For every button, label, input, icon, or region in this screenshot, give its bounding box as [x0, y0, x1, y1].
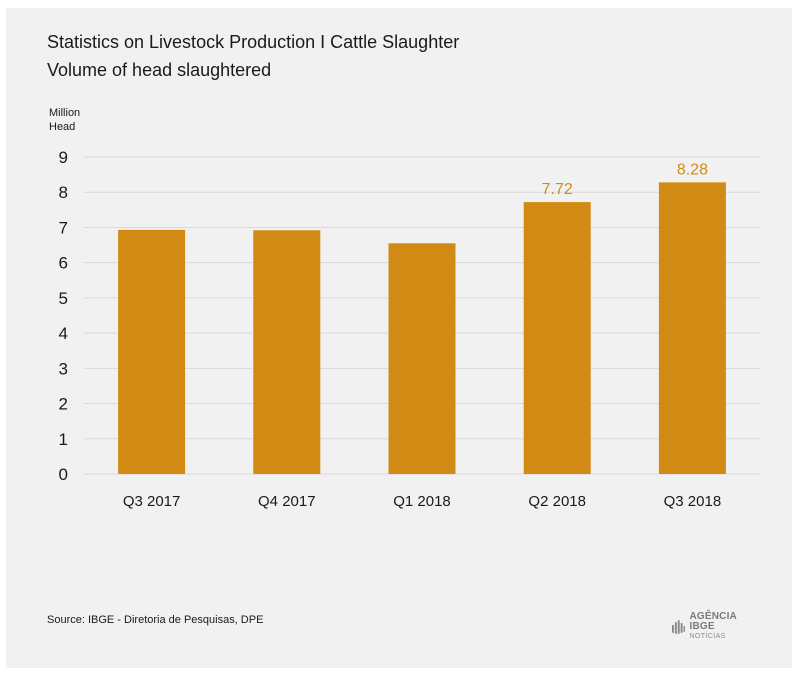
x-tick-label: Q1 2018	[393, 493, 451, 510]
logo-sub-text: NOTÍCIAS	[689, 633, 726, 640]
data-labels: 7.72 8.28	[542, 161, 708, 198]
y-tick-label: 0	[59, 465, 68, 484]
bars	[118, 182, 726, 475]
bar-q4-2017	[253, 230, 321, 474]
y-axis-unit: Million Head	[49, 106, 80, 134]
y-tick-label: 2	[59, 395, 68, 414]
y-tick-label: 3	[59, 359, 68, 378]
chart-title: Statistics on Livestock Production I Cat…	[47, 28, 459, 84]
y-tick-label: 5	[59, 289, 68, 308]
ibge-logo-icon	[672, 620, 686, 634]
bar-q3-2018	[658, 182, 726, 475]
agencia-ibge-logo: AGÊNCIA IBGE NOTÍCIAS	[672, 611, 762, 640]
y-tick-labels: 0 1 2 3 4 5 6 7 8 9	[59, 148, 68, 484]
bar-q2-2018	[523, 202, 591, 474]
x-tick-label: Q3 2018	[664, 493, 722, 510]
y-tick-label: 7	[59, 218, 68, 237]
logo-main-text: AGÊNCIA IBGE	[689, 611, 737, 632]
y-tick-label: 9	[59, 148, 68, 167]
data-label: 8.28	[677, 161, 708, 178]
bar-q1-2018	[388, 243, 456, 474]
x-tick-label: Q4 2017	[258, 493, 316, 510]
x-tick-label: Q3 2017	[123, 493, 181, 510]
bar-q3-2017	[118, 229, 186, 474]
title-line-2: Volume of head slaughtered	[47, 60, 272, 80]
y-tick-label: 6	[59, 254, 68, 273]
title-line-1: Statistics on Livestock Production I Cat…	[47, 32, 460, 52]
y-tick-label: 1	[59, 430, 68, 449]
x-tick-label: Q2 2018	[528, 493, 586, 510]
y-tick-label: 4	[59, 324, 68, 343]
data-label: 7.72	[542, 181, 573, 198]
unit-line-1: Million	[49, 107, 81, 119]
source-note: Source: IBGE - Diretoria de Pesquisas, D…	[47, 614, 264, 626]
y-tick-label: 8	[59, 183, 68, 202]
unit-line-2: Head	[49, 121, 76, 133]
x-tick-labels: Q3 2017 Q4 2017 Q1 2018 Q2 2018 Q3 2018	[123, 493, 721, 510]
